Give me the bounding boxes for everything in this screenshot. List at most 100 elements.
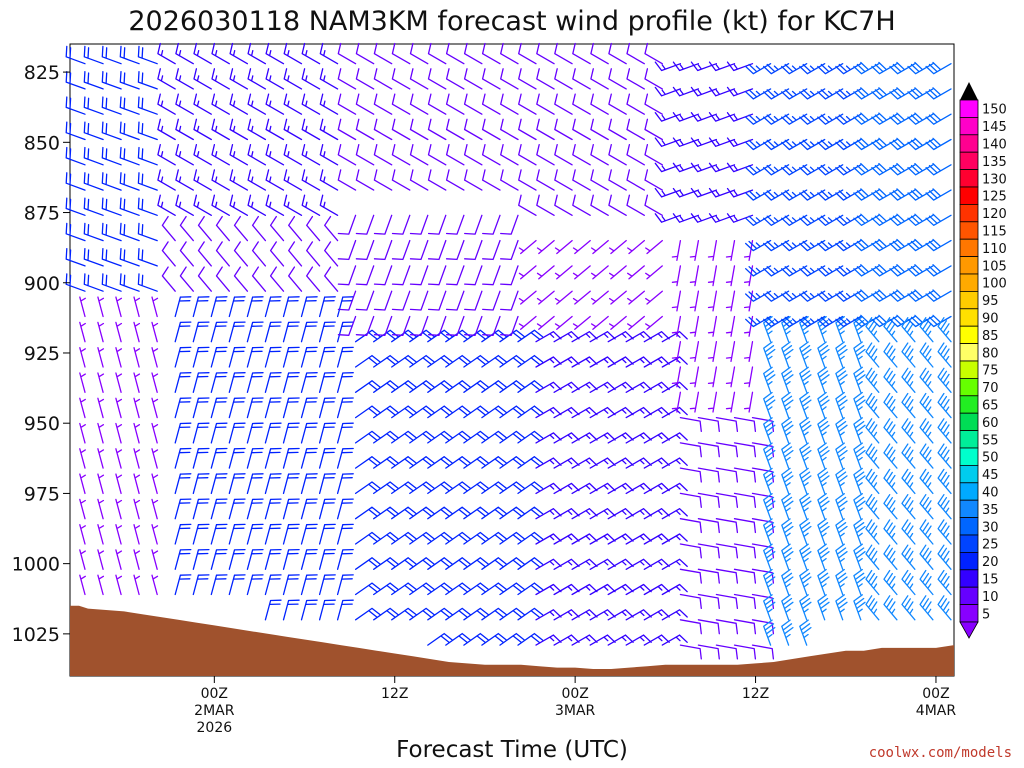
colorbar-label: 15 <box>982 573 999 588</box>
wind-barb <box>373 290 393 311</box>
wind-barb <box>246 473 264 495</box>
wind-barb <box>337 143 357 166</box>
wind-barb <box>65 247 86 267</box>
wind-barb <box>553 558 580 570</box>
wind-barb <box>228 397 246 419</box>
wind-barb <box>643 533 670 545</box>
wind-barb <box>301 169 321 191</box>
wind-barb <box>763 189 790 201</box>
x-tick-label: 00Z <box>922 686 949 702</box>
wind-barb <box>247 93 267 115</box>
wind-barb <box>211 68 230 90</box>
wind-barb <box>373 118 393 141</box>
wind-barb <box>481 42 501 65</box>
wind-barb <box>853 87 880 100</box>
wind-barb <box>391 265 411 286</box>
wind-barb <box>643 406 670 419</box>
wind-barb <box>553 406 580 419</box>
wind-barb <box>151 549 159 570</box>
wind-barb <box>607 331 634 343</box>
wind-barb <box>97 549 105 570</box>
wind-barb <box>445 239 465 261</box>
wind-barb <box>590 93 609 115</box>
wind-barb <box>445 143 465 166</box>
wind-barb <box>645 315 663 330</box>
wind-barb <box>518 265 537 280</box>
colorbar-label: 110 <box>982 242 1007 257</box>
wind-barb <box>336 321 354 343</box>
wind-barb <box>697 467 720 483</box>
wind-barb <box>427 380 454 393</box>
wind-barb <box>337 290 357 311</box>
wind-barb <box>373 582 399 596</box>
wind-barb <box>554 143 573 166</box>
wind-barb <box>282 574 300 596</box>
wind-barb <box>751 644 775 660</box>
wind-barb <box>228 422 246 444</box>
wind-barb <box>708 137 736 147</box>
colorbar-cell <box>959 290 979 310</box>
wind-barb <box>835 467 848 495</box>
y-tick-label: 1000 <box>12 554 60 576</box>
wind-barb <box>337 239 357 261</box>
wind-barb <box>925 61 952 75</box>
wind-barb <box>157 169 176 191</box>
wind-barb <box>83 146 104 166</box>
wind-barb <box>282 346 300 368</box>
wind-barb <box>608 143 627 166</box>
wind-barb <box>445 354 472 368</box>
wind-barb <box>463 531 490 545</box>
wind-barb <box>215 266 230 292</box>
wind-barb <box>264 599 282 621</box>
wind-barb <box>251 215 267 242</box>
wind-barb <box>355 42 375 65</box>
wind-barb <box>607 482 634 495</box>
wind-barb <box>133 372 141 393</box>
wind-barb <box>133 524 141 545</box>
wind-barb <box>174 397 192 419</box>
wind-barb <box>192 422 210 444</box>
wind-barb <box>535 432 562 444</box>
wind-barb <box>210 574 228 596</box>
colorbar-bottom-arrow <box>959 621 979 639</box>
wind-barb <box>883 418 898 444</box>
wind-barb <box>865 595 880 621</box>
wind-barb <box>679 416 702 433</box>
wind-barb <box>318 548 336 570</box>
wind-barb <box>192 548 210 570</box>
wind-barb <box>355 315 375 336</box>
wind-barb <box>427 93 447 115</box>
wind-barb <box>781 113 808 125</box>
wind-barb <box>336 422 354 444</box>
wind-barb <box>337 315 357 336</box>
wind-barb <box>391 68 411 90</box>
colorbar-cell <box>959 377 979 397</box>
wind-barb <box>500 143 519 166</box>
wind-barb <box>919 595 934 621</box>
wind-barb <box>853 543 866 570</box>
wind-barb <box>518 143 537 166</box>
wind-barb <box>500 239 519 261</box>
wind-barb <box>318 296 336 318</box>
wind-barb <box>672 61 700 72</box>
wind-barb <box>481 582 508 596</box>
wind-barb <box>264 473 282 495</box>
wind-barb <box>871 162 898 176</box>
wind-barb <box>445 329 472 343</box>
wind-barb <box>318 473 336 495</box>
wind-barb <box>865 443 880 469</box>
wind-barb <box>324 266 339 292</box>
wind-barb <box>409 42 429 65</box>
wind-barb <box>937 569 952 596</box>
wind-barb <box>101 222 122 242</box>
wind-barb <box>625 558 652 570</box>
wind-barb <box>590 169 609 191</box>
wind-barb <box>671 391 682 413</box>
wind-barb <box>83 45 104 65</box>
wind-barb <box>733 518 757 534</box>
y-tick-label: 875 <box>24 203 60 225</box>
wind-barb <box>482 239 501 261</box>
wind-barb <box>101 45 122 65</box>
wind-barb <box>463 405 490 419</box>
colorbar-label: 135 <box>982 155 1007 170</box>
